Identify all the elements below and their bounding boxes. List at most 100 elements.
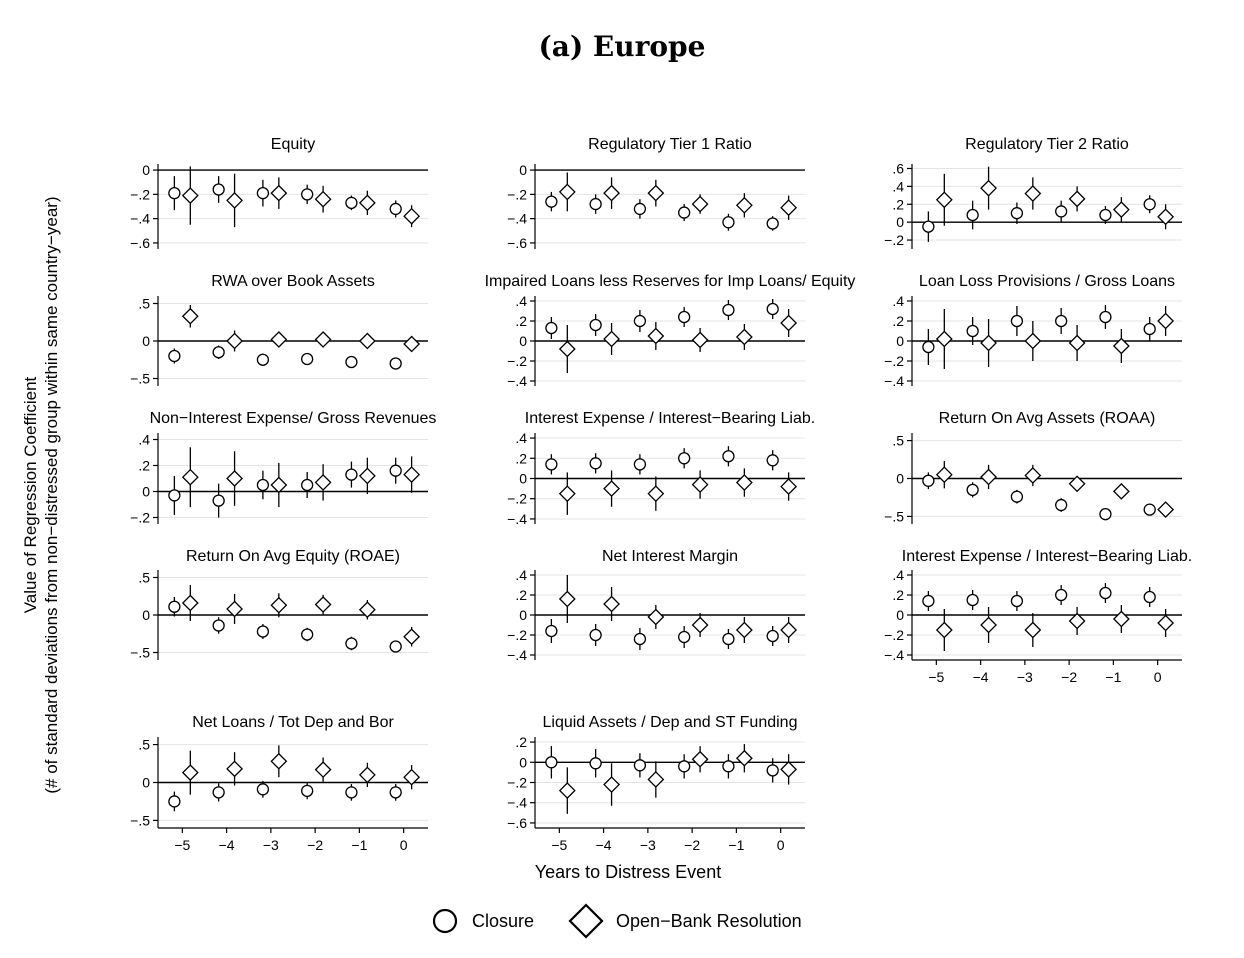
open-bank-point bbox=[691, 331, 709, 349]
x-tick-label: −1 bbox=[351, 837, 367, 853]
closure-point bbox=[922, 220, 935, 233]
open-bank-point bbox=[603, 595, 620, 613]
y-tick-label: .4 bbox=[515, 567, 527, 583]
chart-panel-3: Regulatory Tier 2 Ratio .6 .4 .2 0 −.2 bbox=[884, 136, 1182, 249]
closure-point bbox=[589, 628, 602, 642]
open-bank-point bbox=[403, 335, 421, 353]
closure-point bbox=[922, 474, 935, 487]
closure-point bbox=[1143, 503, 1156, 516]
x-tick-label: −2 bbox=[1061, 669, 1077, 685]
panel-title: Regulatory Tier 2 Ratio bbox=[965, 136, 1129, 153]
open-bank-point bbox=[1112, 482, 1130, 500]
closure-point bbox=[545, 624, 558, 638]
open-bank-point bbox=[735, 474, 753, 491]
open-bank-point bbox=[647, 485, 665, 503]
open-bank-point bbox=[780, 199, 798, 217]
closure-point bbox=[766, 454, 779, 467]
closure-point bbox=[256, 625, 270, 638]
legend: Closure Open−Bank Resolution bbox=[430, 901, 836, 941]
closure-point bbox=[168, 186, 181, 200]
y-tick-label: −.2 bbox=[507, 775, 527, 791]
closure-point bbox=[256, 353, 270, 366]
closure-point bbox=[633, 632, 647, 646]
y-tick-label: .4 bbox=[892, 293, 904, 309]
x-tick-label: −2 bbox=[307, 837, 323, 853]
panel-title: Impaired Loans less Reserves for Imp Loa… bbox=[485, 273, 856, 290]
open-bank-point bbox=[403, 768, 421, 786]
open-bank-point bbox=[1024, 332, 1042, 350]
chart-panel-13: Net Loans / Tot Dep and Bor .5 0 −.5 −5 −4 −3 −… bbox=[130, 714, 428, 853]
closure-point bbox=[1143, 590, 1156, 604]
y-tick-label: 0 bbox=[519, 754, 527, 770]
closure-point bbox=[212, 183, 225, 196]
open-bank-point bbox=[780, 760, 798, 778]
open-bank-point bbox=[558, 782, 576, 800]
x-tick-label: 0 bbox=[777, 837, 785, 853]
closure-point bbox=[633, 458, 647, 471]
closure-point bbox=[722, 303, 735, 317]
legend-item-open-bank-resolution: Open−Bank Resolution bbox=[568, 903, 802, 939]
x-axis-title: Years to Distress Event bbox=[534, 862, 722, 882]
closure-point bbox=[722, 450, 735, 463]
open-bank-point bbox=[226, 600, 243, 618]
closure-point bbox=[212, 494, 225, 507]
open-bank-point bbox=[691, 616, 709, 634]
open-bank-point bbox=[270, 331, 288, 348]
y-tick-label: −.4 bbox=[507, 511, 527, 527]
y-tick-label: 0 bbox=[896, 333, 904, 349]
y-tick-label: 0 bbox=[519, 607, 527, 623]
closure-point bbox=[345, 637, 358, 650]
chart-panel-7: Non−Interest Expense/ Gross Revenues.4 .2… bbox=[130, 410, 436, 526]
closure-point bbox=[345, 786, 358, 799]
open-bank-point bbox=[603, 184, 620, 202]
y-tick-label: .5 bbox=[892, 433, 904, 449]
y-tick-label: −.4 bbox=[507, 373, 527, 389]
open-bank-point bbox=[558, 340, 576, 358]
x-tick-label: 0 bbox=[1154, 669, 1162, 685]
panel-title: Equity bbox=[271, 136, 315, 153]
y-tick-label: 0 bbox=[142, 607, 150, 623]
open-bank-point bbox=[691, 750, 709, 768]
y-tick-label: 0 bbox=[519, 162, 527, 178]
closure-point bbox=[678, 310, 691, 324]
closure-point bbox=[1143, 322, 1156, 336]
closure-point bbox=[1055, 314, 1068, 328]
closure-point bbox=[678, 630, 691, 644]
closure-point bbox=[345, 468, 358, 481]
y-tick-label: −.2 bbox=[884, 232, 904, 248]
closure-point bbox=[722, 216, 735, 229]
open-bank-point bbox=[1068, 612, 1086, 630]
closure-point bbox=[589, 318, 602, 332]
open-bank-point bbox=[980, 616, 997, 634]
closure-point bbox=[1099, 310, 1112, 324]
closure-point bbox=[1010, 490, 1024, 503]
y-tick-label: −.5 bbox=[130, 371, 150, 387]
closure-point bbox=[633, 314, 647, 328]
closure-point bbox=[633, 202, 647, 216]
y-tick-label: −.2 bbox=[884, 353, 904, 369]
closure-point bbox=[256, 783, 270, 796]
open-bank-point bbox=[735, 196, 753, 214]
x-tick-label: −1 bbox=[728, 837, 744, 853]
panel-title: Return On Avg Equity (ROAE) bbox=[186, 548, 400, 565]
legend-label-open-bank-resolution: Open−Bank Resolution bbox=[616, 910, 802, 931]
closure-point bbox=[1099, 208, 1112, 222]
open-bank-point bbox=[603, 330, 620, 348]
closure-point bbox=[545, 458, 558, 471]
open-bank-point bbox=[1024, 621, 1042, 639]
open-bank-point bbox=[935, 191, 953, 209]
chart-panel-8: Interest Expense / Interest−Bearing Liab… bbox=[507, 410, 815, 527]
panel-title: Net Interest Margin bbox=[602, 548, 738, 565]
closure-point bbox=[168, 600, 181, 613]
closure-point bbox=[922, 340, 935, 354]
chart-panel-4: RWA over Book Assets .5 0 −.5 bbox=[130, 273, 428, 387]
closure-point bbox=[168, 349, 181, 363]
y-tick-label: 0 bbox=[896, 214, 904, 230]
y-tick-label: −.4 bbox=[507, 795, 527, 811]
panel-title: Interest Expense / Interest−Bearing Liab… bbox=[902, 548, 1192, 565]
open-bank-point bbox=[603, 776, 620, 793]
closure-point bbox=[301, 352, 314, 366]
y-tick-label: .2 bbox=[892, 587, 904, 603]
y-tick-label: 0 bbox=[142, 333, 150, 349]
closure-point bbox=[301, 628, 314, 641]
